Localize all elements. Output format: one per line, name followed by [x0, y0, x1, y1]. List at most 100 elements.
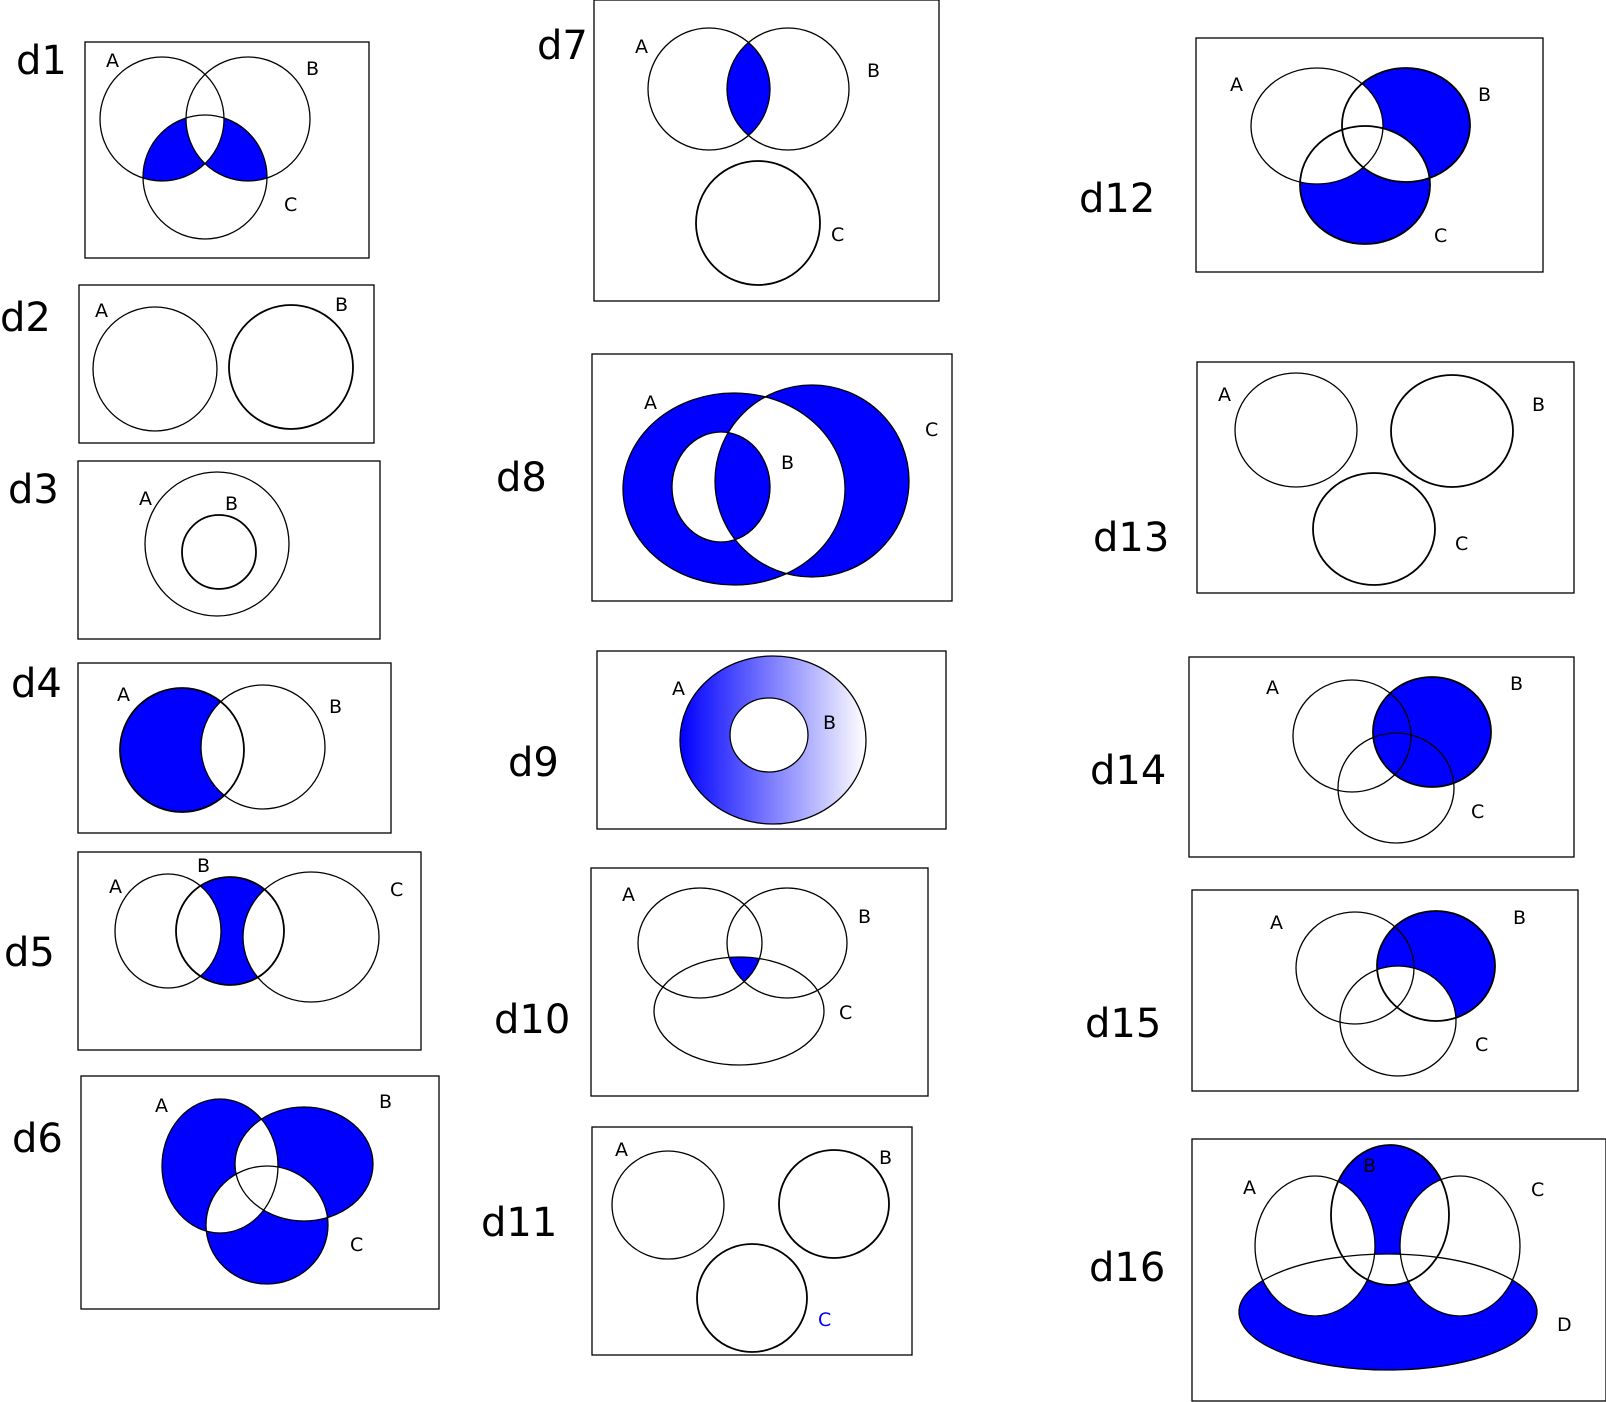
d4-label-b: B — [329, 696, 342, 718]
diagram-d3: d3 A B — [8, 460, 381, 640]
diagram-d10: d10 A B C — [494, 867, 929, 1097]
d7-circle-a — [647, 27, 771, 151]
diagram-d11: d11 A B C — [481, 1126, 913, 1356]
d16-title: d16 — [1089, 1245, 1165, 1291]
d11-label-a: A — [615, 1139, 628, 1161]
d7-circle-c — [695, 160, 821, 286]
d9-circle-a — [679, 655, 867, 825]
d1-label-b: B — [306, 58, 319, 80]
diagram-d8: d8 A B C — [496, 353, 953, 602]
d2-circle-a — [92, 306, 218, 432]
d2-label-b: B — [335, 294, 348, 316]
d5-label-a: A — [109, 876, 122, 898]
d7-circle-b — [726, 27, 850, 151]
d15-label-c: C — [1475, 1034, 1488, 1056]
d15-circle-b — [1376, 910, 1496, 1022]
d6-label-b: B — [379, 1091, 392, 1113]
d12-label-c: C — [1434, 225, 1447, 247]
d6-circle-c — [205, 1165, 329, 1285]
d4-title: d4 — [11, 661, 62, 707]
d12-title: d12 — [1079, 176, 1155, 222]
d8-label-b: B — [781, 452, 794, 474]
d3-label-a: A — [139, 488, 152, 510]
d13-label-a: A — [1218, 384, 1231, 406]
d15-circle-c — [1339, 965, 1457, 1077]
d8-circle-b — [671, 431, 771, 543]
d2-label-a: A — [95, 300, 108, 322]
diagram-d14: d14 A B C — [1090, 656, 1575, 858]
diagram-d1: d1 A B C — [16, 38, 370, 259]
d16-label-b: B — [1363, 1155, 1376, 1177]
d11-circle-c — [696, 1243, 808, 1353]
d14-title: d14 — [1090, 748, 1166, 794]
d3-title: d3 — [8, 467, 59, 513]
d14-label-c: C — [1471, 801, 1484, 823]
d11-title: d11 — [481, 1200, 557, 1246]
d1-circle-a — [99, 56, 225, 182]
d1-circle-c — [142, 114, 268, 240]
d6-circle-a — [161, 1098, 279, 1234]
d4-label-a: A — [117, 684, 130, 706]
d10-circle-b — [726, 887, 848, 999]
d5-label-b: B — [197, 855, 210, 877]
d15-frame — [1191, 889, 1579, 1092]
d9-title: d9 — [508, 740, 559, 786]
d13-label-c: C — [1455, 533, 1468, 555]
diagram-d12: d12 A B C — [1079, 37, 1544, 273]
d7-frame — [593, 0, 940, 302]
d10-label-a: A — [622, 884, 635, 906]
d1-label-c: C — [284, 194, 297, 216]
d11-label-c: C — [818, 1309, 831, 1331]
d3-frame — [77, 460, 381, 640]
d11-label-b: B — [879, 1147, 892, 1169]
d13-title: d13 — [1093, 515, 1169, 561]
d8-circle-a — [622, 392, 846, 586]
d6-circle-b — [234, 1106, 374, 1222]
d12-circle-c — [1299, 125, 1431, 245]
d16-frame — [1191, 1138, 1606, 1402]
d14-circle-c — [1337, 732, 1455, 844]
diagram-d9: d9 A B — [508, 650, 947, 830]
d11-frame — [591, 1126, 913, 1356]
d12-circle-a — [1250, 67, 1384, 185]
diagram-d13: d13 A B C — [1093, 361, 1575, 594]
diagram-d5: d5 A B C — [4, 851, 422, 1051]
d15-label-a: A — [1270, 912, 1283, 934]
d1-title: d1 — [16, 38, 67, 84]
d14-label-a: A — [1266, 677, 1279, 699]
d8-label-c: C — [925, 419, 938, 441]
d16-label-c: C — [1531, 1179, 1544, 1201]
d13-frame — [1196, 361, 1575, 594]
d1-circle-b — [185, 56, 311, 182]
d12-frame — [1195, 37, 1544, 273]
d4-frame — [77, 662, 392, 834]
d16-circle-a — [1254, 1175, 1376, 1317]
d13-label-b: B — [1532, 394, 1545, 416]
d14-circle-a — [1292, 679, 1412, 793]
d1-label-a: A — [106, 50, 119, 72]
d9-frame — [596, 650, 947, 830]
d6-label-a: A — [155, 1095, 168, 1117]
d16-label-a: A — [1243, 1177, 1256, 1199]
d8-circle-c — [714, 384, 910, 578]
diagram-d2: d2 A B — [0, 284, 375, 444]
d7-shade-a-and-b — [727, 28, 770, 150]
d2-frame — [78, 284, 375, 444]
d13-circle-b — [1390, 374, 1514, 488]
d2-circle-b — [228, 304, 354, 430]
d15-title: d15 — [1085, 1001, 1161, 1047]
d7-title: d7 — [537, 23, 588, 69]
d12-circle-b — [1341, 67, 1471, 183]
d9-circle-b — [729, 697, 809, 773]
d16-ellipse-d — [1238, 1253, 1538, 1371]
d8-title: d8 — [496, 455, 547, 501]
d3-label-b: B — [225, 493, 238, 515]
d5-circle-b — [175, 876, 285, 986]
d1-frame — [84, 41, 370, 259]
d6-label-c: C — [350, 1234, 363, 1256]
d5-circle-a — [114, 873, 222, 989]
d7-label-b: B — [867, 60, 880, 82]
d13-circle-c — [1312, 472, 1436, 586]
d14-shade-b — [1373, 677, 1491, 787]
